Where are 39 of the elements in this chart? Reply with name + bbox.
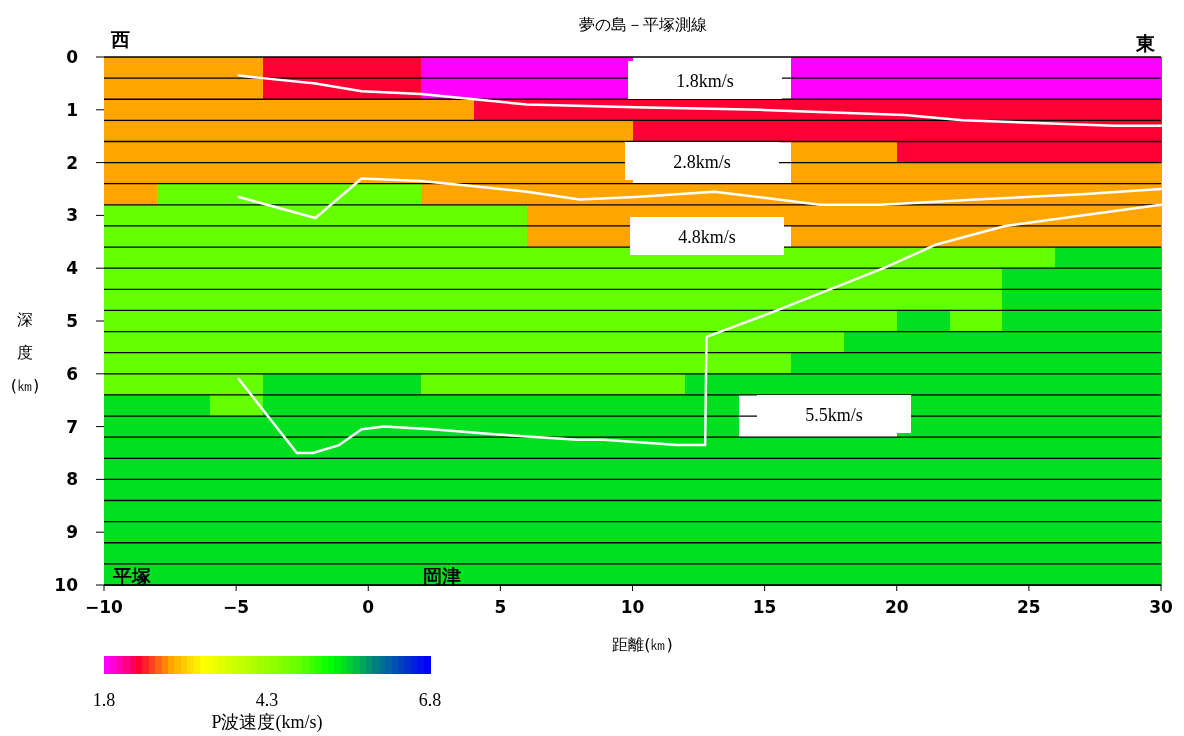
y-tick-label: 6	[66, 363, 78, 384]
annotation: 平塚	[112, 565, 152, 587]
line-series	[237, 203, 1163, 455]
annotation: 1.8km/s	[676, 71, 734, 91]
x-tick-label: 20	[884, 597, 909, 617]
x-tick-label: −10	[85, 597, 124, 617]
y-tick-label: 0	[66, 47, 79, 67]
line-series	[237, 177, 1163, 220]
y-tick-label: 4	[66, 258, 79, 279]
x-tick-label: 25	[1017, 597, 1041, 617]
annotation: 5.5km/s	[805, 405, 863, 425]
annotation: 2.8km/s	[673, 152, 731, 172]
color-bar-label: 6.8	[418, 690, 442, 710]
color-bar-title: P波速度(km/s)	[211, 712, 323, 733]
x-tick-label: 10	[620, 597, 645, 617]
text: 東	[1134, 32, 1156, 54]
color-bar-label: 1.8	[92, 690, 116, 710]
text: 西	[109, 28, 130, 50]
y-tick-label: 8	[66, 469, 78, 490]
colorbar: 1.8 4.3 6.8 P波速度(km/s)	[92, 656, 442, 732]
x-tick-label: 5	[494, 597, 507, 617]
x-tick-label: −5	[223, 597, 250, 617]
y-tick-label: 9	[66, 522, 78, 543]
annotation: 4.8km/s	[678, 227, 736, 247]
line-series	[237, 74, 1163, 127]
y-tick-label: 1	[66, 99, 78, 120]
annotation: 岡津	[423, 565, 461, 587]
y-tick-label: 2	[66, 152, 78, 173]
y-tick-label: 3	[66, 205, 78, 226]
x-tick-label: 30	[1149, 597, 1173, 617]
y-axis-title: 深度(㎞)	[10, 310, 40, 395]
x-tick-label: 0	[362, 597, 375, 617]
y-tick-label: 5	[66, 311, 78, 331]
x-axis-title: 距離(㎞)	[612, 635, 673, 654]
color-bar-label: 4.3	[255, 690, 279, 710]
y-tick-label: 10	[54, 575, 79, 595]
y-tick-label: 7	[66, 416, 78, 437]
x-tick-label: 15	[752, 597, 777, 617]
chart-title: 夢の島－平塚測線	[578, 15, 707, 34]
